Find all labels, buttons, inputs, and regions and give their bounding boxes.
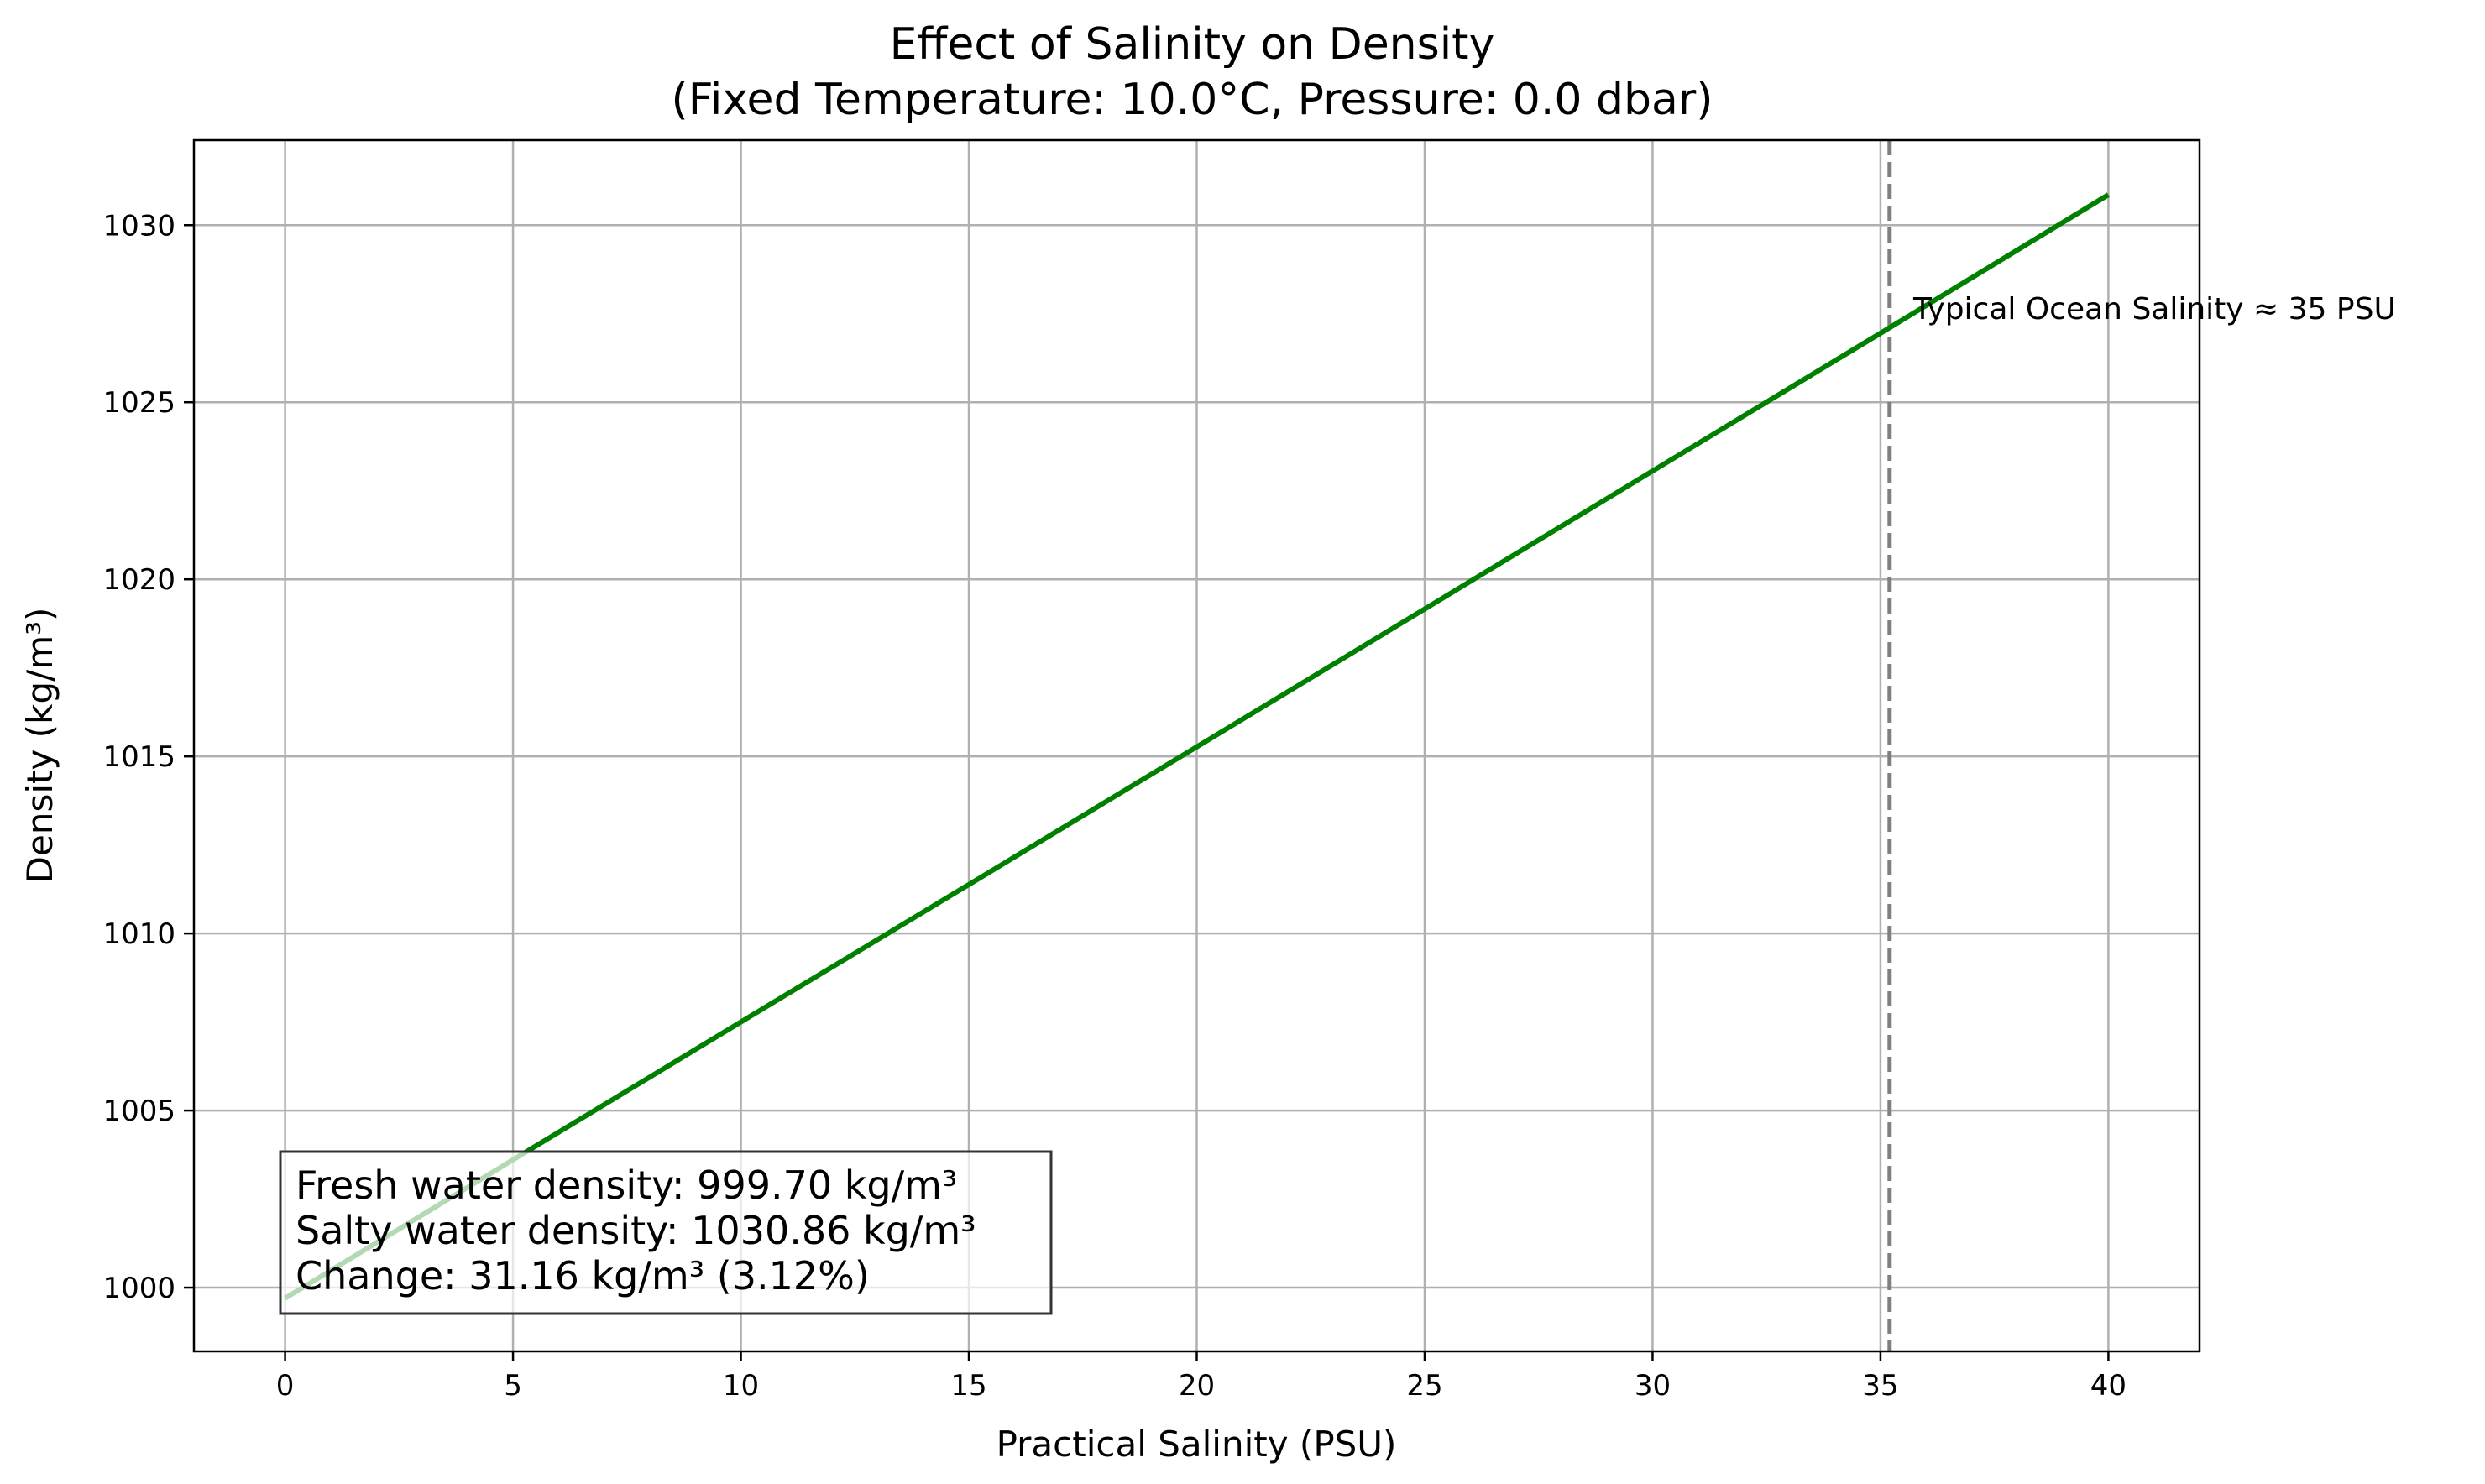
info-box-frame xyxy=(279,1150,1053,1315)
info-box-line-change: Change: 31.16 kg/m³ (3.12%) xyxy=(296,1253,870,1298)
annotation-typical-salinity: Typical Ocean Salinity ≈ 35 PSU xyxy=(1912,292,2396,327)
y-tick-label: 1000 xyxy=(102,1272,175,1305)
x-tick-label: 10 xyxy=(723,1369,759,1403)
y-axis-ticks: 1000 1005 1010 1015 1020 1025 1030 xyxy=(102,209,194,1305)
x-tick-label: 35 xyxy=(1862,1369,1898,1403)
chart-title-line2: (Fixed Temperature: 10.0°C, Pressure: 0.… xyxy=(671,75,1713,125)
x-axis-ticks: 0 5 10 15 20 25 30 35 40 xyxy=(276,1351,2127,1403)
y-tick-label: 1025 xyxy=(102,386,175,420)
y-tick-label: 1010 xyxy=(102,917,175,951)
series-layer xyxy=(284,192,2110,1301)
density-series-line xyxy=(284,192,2110,1301)
info-box-line-fresh: Fresh water density: 999.70 kg/m³ xyxy=(296,1163,957,1208)
y-axis-label: Density (kg/m³) xyxy=(19,608,60,884)
x-tick-label: 0 xyxy=(276,1369,295,1403)
x-tick-label: 5 xyxy=(504,1369,522,1403)
info-box: Fresh water density: 999.70 kg/m³ Salty … xyxy=(279,1150,1053,1315)
x-tick-label: 25 xyxy=(1406,1369,1442,1403)
y-tick-label: 1005 xyxy=(102,1095,175,1128)
info-box-line-salty: Salty water density: 1030.86 kg/m³ xyxy=(296,1208,976,1253)
x-tick-label: 40 xyxy=(2090,1369,2127,1403)
grid xyxy=(194,140,2200,1351)
x-tick-label: 15 xyxy=(950,1369,986,1403)
y-tick-label: 1020 xyxy=(102,563,175,597)
x-tick-label: 30 xyxy=(1635,1369,1671,1403)
x-tick-label: 20 xyxy=(1179,1369,1215,1403)
y-tick-label: 1030 xyxy=(102,209,175,243)
chart-title-line1: Effect of Salinity on Density xyxy=(890,19,1495,70)
x-axis-label: Practical Salinity (PSU) xyxy=(997,1424,1397,1465)
y-tick-label: 1015 xyxy=(102,740,175,774)
